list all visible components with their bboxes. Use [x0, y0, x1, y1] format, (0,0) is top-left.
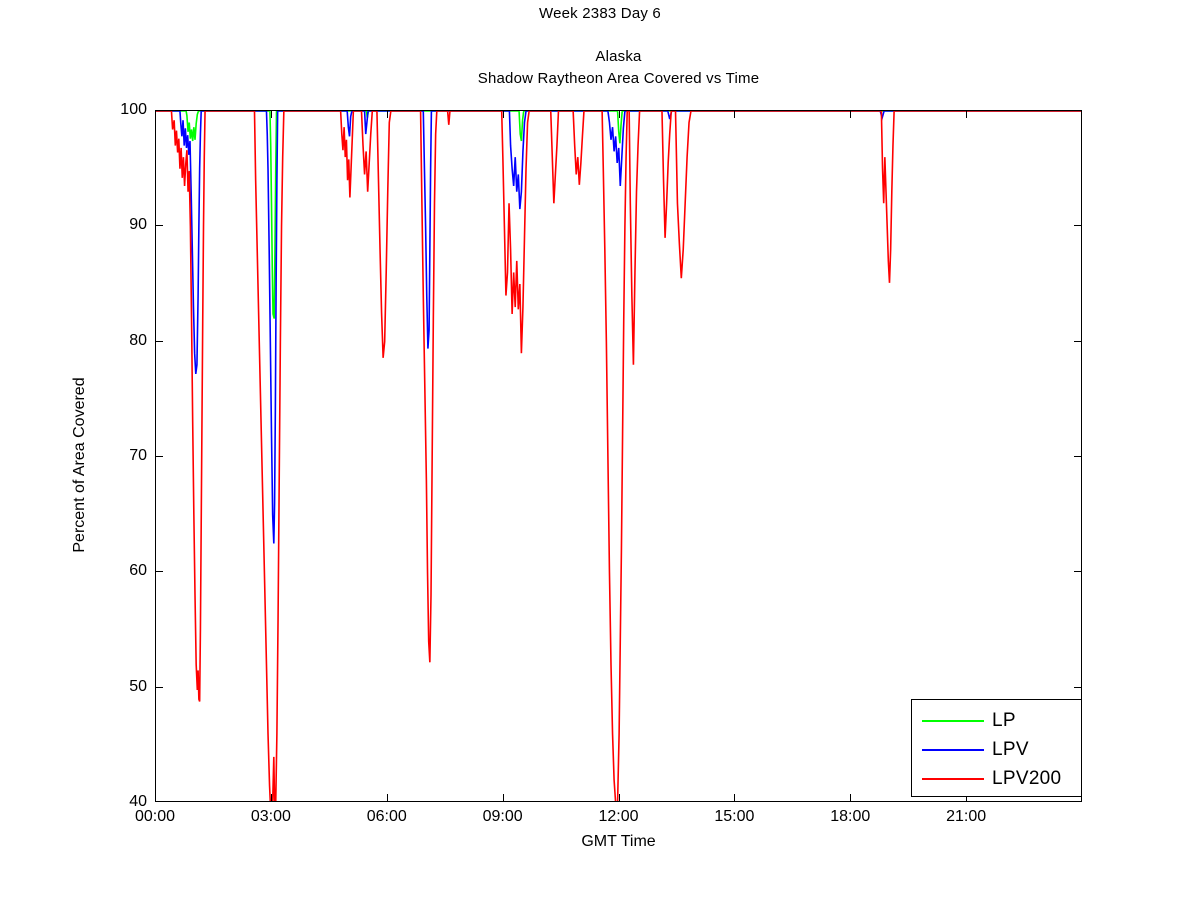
x-tick-label: 03:00 [250, 808, 291, 825]
y-tick-labels: 40 50 60 70 80 90 100 [85, 0, 147, 900]
series-line-lpv [156, 111, 1081, 544]
chart-svg [156, 111, 1081, 801]
y-tick-label: 60 [129, 562, 147, 580]
x-tick-label: 21:00 [946, 808, 987, 825]
y-tick-mark [1074, 456, 1082, 457]
legend-swatch-lpv200 [922, 778, 984, 780]
legend-item-lp[interactable]: LP [912, 706, 1083, 736]
x-tick-label: 09:00 [482, 808, 523, 825]
series-line-lp [156, 111, 1081, 319]
y-tick-label: 90 [129, 216, 147, 234]
x-tick-mark [502, 794, 504, 802]
plot-area [155, 110, 1082, 802]
figure-suptitle: Week 2383 Day 6 [539, 5, 661, 22]
y-tick-mark [1074, 225, 1082, 227]
legend-label: LPV200 [992, 768, 1062, 789]
y-tick-mark [155, 686, 163, 688]
y-tick-label: 100 [120, 101, 147, 118]
x-tick-mark [850, 110, 852, 118]
x-axis-label: GMT Time [581, 833, 656, 850]
x-tick-mark [850, 794, 852, 802]
y-tick-label: 40 [129, 793, 147, 810]
series-layer [156, 111, 1081, 801]
x-tick-mark [502, 110, 504, 118]
y-tick-mark [1074, 686, 1082, 688]
series-line-lpv200 [156, 111, 1081, 801]
x-tick-label: 06:00 [366, 808, 407, 825]
legend-item-lpv[interactable]: LPV [912, 735, 1083, 765]
y-tick-mark [155, 571, 163, 573]
y-tick-mark [1074, 571, 1082, 573]
x-tick-mark [734, 794, 736, 802]
x-tick-label: 18:00 [830, 808, 871, 825]
x-tick-mark [386, 794, 388, 802]
legend-label: LP [992, 710, 1016, 731]
chart-legend[interactable]: LP LPV LPV200 [911, 699, 1082, 797]
x-tick-mark [270, 794, 272, 802]
y-tick-mark [155, 456, 163, 457]
y-tick-mark [1074, 340, 1082, 342]
x-tick-mark [734, 110, 736, 118]
x-tick-label: 12:00 [598, 808, 639, 825]
x-tick-mark [386, 110, 388, 118]
x-tick-label: 15:00 [714, 808, 755, 825]
y-tick-mark [155, 340, 163, 342]
axes-title-line1: Alaska [595, 48, 642, 65]
y-axis-label: Percent of Area Covered [71, 377, 88, 553]
y-tick-label: 50 [129, 677, 147, 695]
x-tick-mark [618, 110, 620, 118]
axes-title-line2: Shadow Raytheon Area Covered vs Time [477, 70, 760, 87]
x-tick-mark [966, 110, 968, 118]
legend-swatch-lpv [922, 749, 984, 751]
axes-title: Alaska Shadow Raytheon Area Covered vs T… [155, 46, 1082, 90]
x-tick-mark [270, 110, 272, 118]
x-tick-mark [618, 794, 620, 802]
legend-item-lpv200[interactable]: LPV200 [912, 764, 1083, 794]
y-tick-mark [155, 225, 163, 227]
legend-swatch-lp [922, 720, 984, 722]
x-tick-mark [966, 794, 968, 802]
legend-label: LPV [992, 739, 1029, 760]
y-tick-label: 80 [129, 331, 147, 349]
y-tick-label: 70 [129, 447, 147, 464]
x-tick-label: 00:00 [134, 808, 176, 825]
